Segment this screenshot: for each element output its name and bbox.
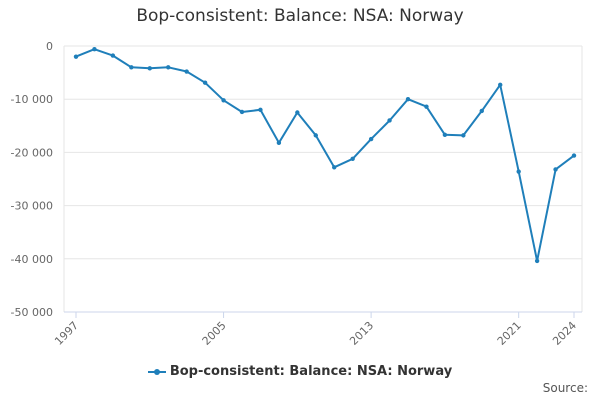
data-point[interactable] — [387, 118, 392, 123]
data-point[interactable] — [129, 65, 134, 70]
data-point[interactable] — [498, 82, 503, 88]
data-point[interactable] — [553, 167, 558, 172]
data-point[interactable] — [110, 53, 116, 58]
data-point[interactable] — [147, 66, 152, 71]
legend-dot-icon — [153, 368, 160, 375]
y-axis-ticks: 0 -10 000 -20 000 -30 000 -40 000 -50 000 — [11, 40, 53, 319]
chart-title: Bop-consistent: Balance: NSA: Norway — [136, 6, 464, 26]
x-tick-label: 2013 — [347, 319, 376, 348]
data-point[interactable] — [350, 156, 355, 161]
series-line[interactable] — [75, 48, 575, 262]
gridlines — [64, 45, 582, 313]
data-point[interactable] — [534, 258, 540, 264]
data-point[interactable] — [258, 107, 263, 113]
y-tick-label: -20 000 — [11, 146, 53, 159]
x-tick-label: 2024 — [550, 319, 579, 348]
data-point[interactable] — [368, 136, 374, 142]
y-tick-label: -10 000 — [11, 93, 53, 106]
data-point[interactable] — [166, 65, 171, 70]
data-point[interactable] — [442, 132, 448, 138]
data-point[interactable] — [424, 104, 429, 109]
data-point[interactable] — [202, 80, 208, 85]
data-point[interactable] — [73, 54, 79, 59]
y-tick-label: -30 000 — [11, 200, 53, 213]
y-tick-label: 0 — [46, 40, 53, 53]
axes — [63, 46, 583, 313]
data-point[interactable] — [92, 46, 97, 52]
data-point[interactable] — [461, 133, 466, 138]
x-tick-label: 2021 — [495, 319, 524, 348]
y-tick-label: -50 000 — [11, 306, 53, 319]
legend-series-marker — [147, 367, 166, 377]
data-point[interactable] — [479, 108, 484, 114]
data-point[interactable] — [571, 153, 577, 158]
data-point[interactable] — [313, 133, 318, 138]
legend-label: Bop-consistent: Balance: NSA: Norway — [169, 364, 453, 379]
data-point[interactable] — [184, 69, 189, 74]
x-axis-ticks: 1997 2005 2013 2021 2024 — [52, 312, 579, 348]
data-point[interactable] — [516, 169, 521, 174]
data-point[interactable] — [221, 98, 226, 103]
data-point[interactable] — [239, 109, 245, 115]
source-credit: Source: — [542, 381, 588, 395]
data-point[interactable] — [276, 140, 282, 146]
data-point[interactable] — [332, 165, 337, 170]
data-point[interactable] — [295, 110, 300, 115]
data-point[interactable] — [405, 97, 411, 102]
x-tick-label: 1997 — [52, 319, 81, 348]
legend[interactable]: Bop-consistent: Balance: NSA: Norway — [0, 364, 600, 379]
y-tick-label: -40 000 — [11, 253, 53, 266]
x-tick-label: 2005 — [200, 319, 229, 348]
series-layer — [73, 46, 577, 264]
